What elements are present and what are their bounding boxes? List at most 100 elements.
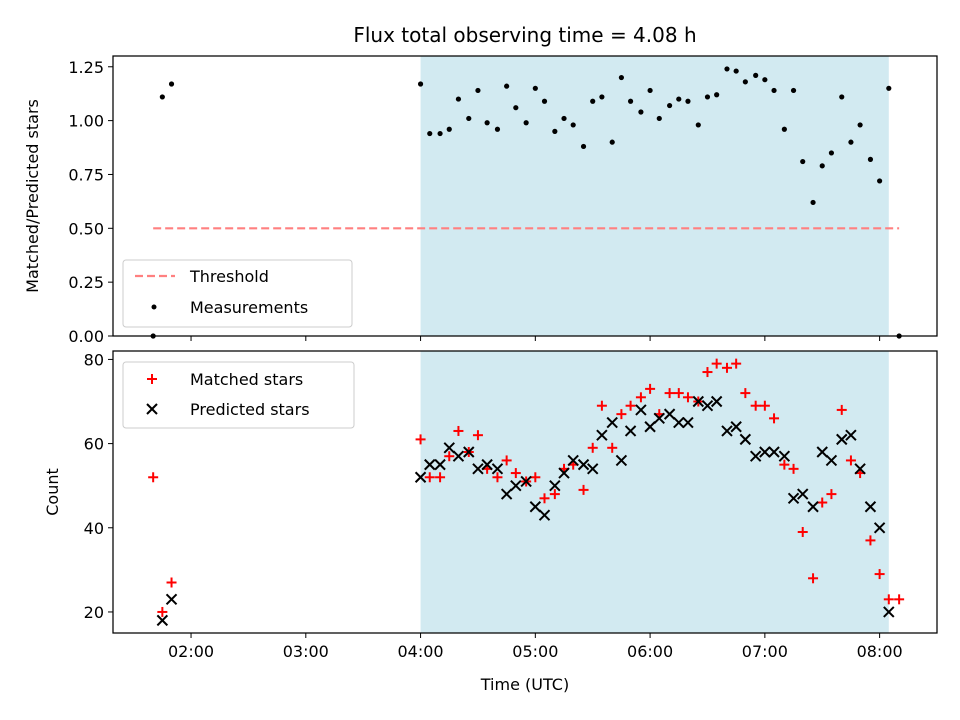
top-observing-window-shade [420,56,889,336]
measurement-point [676,96,682,102]
predicted-star-point [491,463,504,475]
measurement-point [484,120,490,126]
measurement-point [417,81,424,87]
predicted-star-point [673,416,685,429]
legend-predicted-swatch [146,403,158,415]
predicted-star-point [663,408,676,420]
matched-star-point [702,367,713,378]
matched-star-point [539,493,550,504]
bottom-x-ticks: 02:00 03:00 04:00 05:00 06:00 07:00 08:00 [168,633,903,661]
matched-star-point [444,451,455,462]
matched-star-point [865,535,876,546]
predicted-star-point [463,446,475,458]
legend-predicted-marker [146,403,158,415]
top-y-tick-label: 0.50 [68,219,104,238]
bottom-panel: 02:00 03:00 04:00 05:00 06:00 07:00 08:00 20 40… [43,350,938,694]
predicted-star-point [587,463,599,475]
measurement-point [552,128,558,134]
bottom-y-tick-label: 40 [84,519,104,538]
matched-star-point [587,442,598,453]
matched-star-point [501,455,512,466]
matched-star-point [673,388,684,399]
bottom-legend-box [122,361,355,429]
measurement-point [771,87,777,94]
predicted-star-point [692,395,704,408]
matched-star-point [625,400,636,411]
matched-star-point [883,594,894,605]
top-panel: 0.00 0.25 0.50 0.75 1.00 1.25 Matched/Predict… [23,55,938,346]
matched-star-point [731,358,742,369]
predicted-star-point [883,606,895,618]
predicted-star-point [529,501,542,513]
measurement-point [800,158,806,165]
predicted-star-point [443,442,455,454]
matched-star-point [157,606,168,617]
measurement-point [857,122,863,128]
measurement-point [667,102,673,109]
measurement-point [819,163,825,169]
matched-star-point [492,472,503,483]
top-y-axis-label: Matched/Predicted stars [23,99,42,293]
measurement-point [446,126,452,132]
predicted-star-point [807,501,819,513]
measurement-point [647,87,653,94]
matched-star-point [549,489,560,500]
top-y-ticks: 0.00 0.25 0.50 0.75 1.00 1.25 [68,58,113,346]
legend-measurements-swatch [151,304,157,310]
measurement-point [867,156,874,162]
measurement-point [685,98,691,104]
measurement-point [753,72,759,78]
bottom-axes-frame [112,350,938,634]
measurement-point [504,83,510,89]
predicted-star-point [624,425,637,437]
predicted-star-point [873,522,886,534]
predicted-star-point [520,475,532,488]
predicted-star-point [424,458,436,471]
predicted-star-point [558,467,570,479]
predicted-star-point [635,404,647,416]
measurement-point [762,77,768,83]
measurement-point [781,126,787,132]
matched-star-point [759,400,770,411]
x-tick-label: 05:00 [512,642,558,661]
measurement-point [159,94,165,100]
predicted-star-point [778,450,791,462]
measurement-point [638,109,644,115]
predicted-star-point [481,458,493,471]
predicted-star-point [816,446,828,458]
predicted-star-point [500,488,513,500]
predicted-star-point [864,501,877,513]
measurement-point [790,87,797,94]
measurement-point [886,85,892,91]
measurement-point [848,139,854,145]
bottom-y-axis-label: Count [43,468,62,516]
measurement-points [150,66,902,339]
measurement-point [455,96,462,102]
measurement-point [475,87,481,94]
legend-matched-swatch [147,374,157,384]
bottom-y-tick-label: 20 [84,603,104,622]
predicted-star-point [768,446,780,458]
top-y-tick-label: 0.25 [68,273,104,292]
x-tick-label: 03:00 [283,642,329,661]
measurement-point [828,150,835,156]
predicted-star-point [510,479,522,492]
matched-star-point [721,362,732,373]
matched-star-point [779,459,790,470]
measurement-point [561,115,567,122]
measurement-point [513,105,519,111]
matched-star-point [740,388,751,399]
x-tick-label: 04:00 [398,642,444,661]
legend-threshold-label: Threshold [189,267,269,286]
predicted-star-point [452,450,465,462]
matched-star-point [635,392,646,403]
matched-star-point [645,383,656,394]
measurement-point [618,74,625,81]
measurement-point [810,199,816,206]
matched-star-point [808,573,819,584]
measurement-point [656,115,662,122]
predicted-star-point [759,446,771,458]
x-tick-label: 02:00 [168,642,214,661]
x-axis-label: Time (UTC) [480,675,569,694]
predicted-star-point [787,492,800,505]
